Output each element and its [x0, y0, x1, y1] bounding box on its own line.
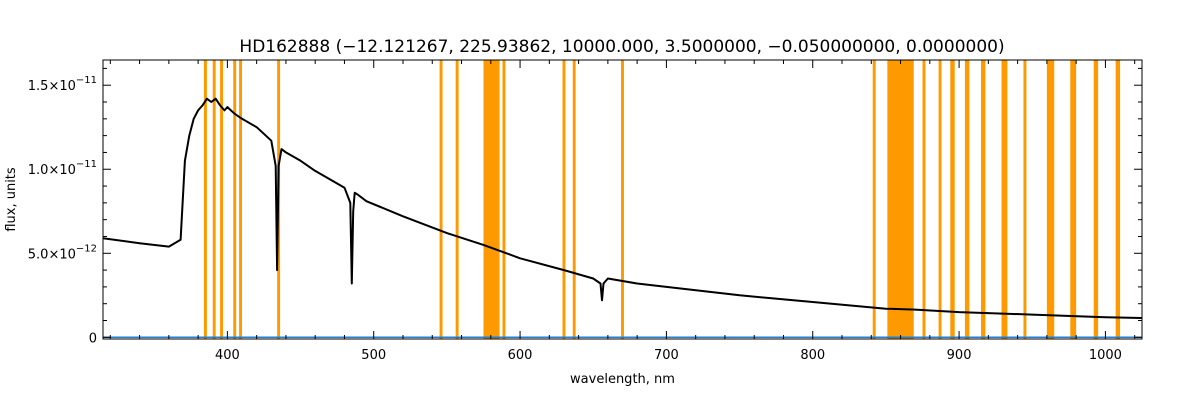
chart-title: HD162888 (−12.121267, 225.93862, 10000.0… — [239, 37, 1004, 57]
masked-band — [455, 60, 459, 339]
flux-spectrum-line — [102, 97, 1143, 319]
masked-band — [1070, 60, 1077, 339]
masked-band — [1001, 60, 1008, 339]
x-axis: 400 500 600 700 800 900 1000 — [109, 60, 1136, 363]
masked-band — [562, 60, 566, 339]
masked-band — [964, 60, 970, 339]
masked-band — [1093, 60, 1099, 339]
masked-band — [887, 60, 914, 339]
masked-band — [922, 60, 926, 339]
masked-band — [212, 60, 216, 339]
masked-band — [483, 60, 500, 339]
y-tick-label: 1.0×10−11 — [28, 159, 97, 178]
masked-band — [1046, 60, 1055, 339]
masked-band — [502, 60, 506, 339]
x-tick-label: 900 — [947, 348, 972, 363]
masked-band — [938, 60, 942, 339]
masked-band — [950, 60, 955, 339]
masked-band — [233, 60, 237, 339]
series-layer — [102, 97, 1143, 339]
masked-bands — [203, 60, 1121, 339]
y-axis: 0 5.0×10−12 1.0×10−11 1.5×10−11 — [28, 67, 1142, 346]
masked-band — [239, 60, 243, 339]
masked-band — [1115, 60, 1121, 339]
masked-band — [439, 60, 443, 339]
plot-frame — [102, 59, 1143, 340]
masked-band — [872, 60, 876, 339]
x-tick-label: 1000 — [1089, 348, 1122, 363]
y-tick-label: 0 — [89, 331, 97, 346]
masked-band — [1023, 60, 1027, 339]
masked-band — [220, 60, 223, 339]
masked-band — [203, 60, 207, 339]
x-tick-label: 800 — [800, 348, 825, 363]
masked-band — [621, 60, 624, 339]
x-tick-label: 700 — [654, 348, 679, 363]
x-tick-label: 500 — [361, 348, 386, 363]
x-tick-label: 400 — [215, 348, 240, 363]
x-tick-label: 600 — [508, 348, 533, 363]
y-tick-label: 1.5×10−11 — [28, 75, 97, 94]
y-tick-label: 5.0×10−12 — [28, 243, 97, 262]
masked-band — [981, 60, 986, 339]
x-axis-label: wavelength, nm — [570, 372, 675, 387]
y-axis-label: flux, units — [4, 167, 19, 232]
masked-band — [572, 60, 576, 339]
